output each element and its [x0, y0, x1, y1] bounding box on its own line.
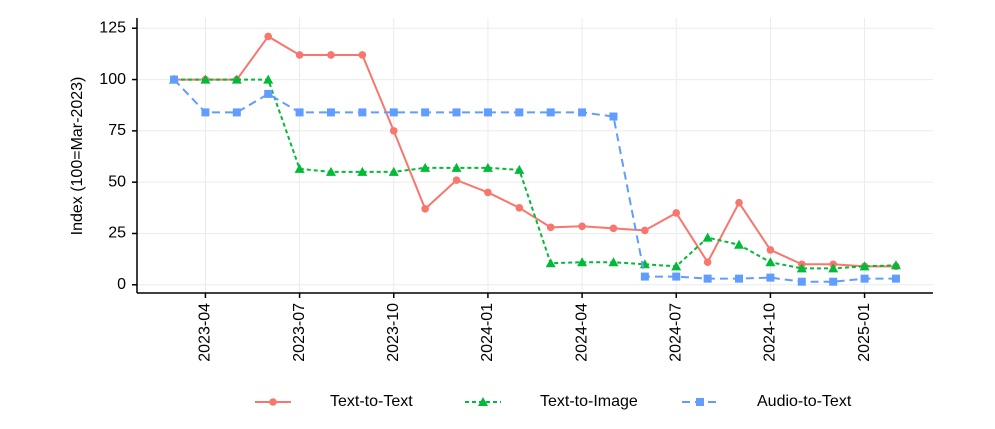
point [829, 277, 838, 286]
point [484, 188, 492, 197]
point [696, 398, 704, 406]
point [578, 108, 587, 117]
point [232, 108, 241, 117]
legend-label: Text-to-Text [330, 393, 413, 410]
point [796, 263, 807, 273]
point [891, 274, 900, 283]
point [482, 162, 493, 172]
y-tick-label: 25 [108, 225, 126, 242]
point [201, 108, 210, 117]
x-tick-label: 2023-07 [291, 303, 308, 362]
x-tick-label: 2024-04 [573, 303, 590, 362]
point [514, 164, 525, 174]
point [294, 163, 305, 173]
point [170, 75, 179, 84]
point [546, 108, 555, 117]
point [734, 239, 745, 249]
point [269, 398, 277, 406]
point [231, 74, 242, 84]
point [515, 108, 524, 117]
point [765, 257, 776, 267]
point [766, 246, 775, 254]
point [421, 205, 429, 213]
point [264, 89, 273, 98]
point [859, 261, 870, 271]
y-tick-label: 0 [117, 276, 126, 293]
point [703, 274, 712, 283]
y-tick-label: 50 [108, 173, 126, 190]
point [577, 257, 588, 267]
point [325, 166, 336, 176]
legend-label: Audio-to-Text [757, 393, 852, 410]
point [388, 166, 399, 176]
point [358, 51, 367, 59]
point [766, 273, 775, 282]
point [671, 261, 682, 271]
point [641, 226, 649, 235]
point [421, 108, 430, 117]
x-tick-label: 2024-10 [762, 303, 779, 362]
point [200, 74, 211, 84]
point [828, 263, 839, 273]
y-tick-label: 100 [99, 71, 126, 88]
series-line [174, 35, 896, 268]
point [672, 209, 681, 217]
point [389, 108, 398, 117]
x-tick-label: 2023-04 [197, 303, 214, 362]
point [452, 176, 461, 184]
x-tick-label: 2023-10 [385, 303, 402, 362]
point [420, 162, 431, 172]
point [735, 274, 744, 283]
point [609, 224, 618, 233]
x-tick-label: 2024-01 [479, 303, 496, 362]
point [264, 32, 273, 41]
x-tick-label: 2024-07 [667, 303, 684, 362]
point [672, 272, 681, 281]
y-axis-label: Index (100=Mar-2023) [69, 77, 86, 236]
point [608, 257, 619, 267]
series-line [174, 78, 896, 270]
point [483, 108, 492, 117]
point [452, 108, 461, 117]
point [515, 204, 524, 212]
point [890, 260, 901, 270]
point [295, 51, 304, 59]
point [578, 222, 586, 231]
point [478, 397, 488, 406]
point [358, 108, 367, 117]
point [263, 74, 274, 84]
point [357, 166, 368, 176]
point [451, 162, 462, 172]
point [860, 274, 869, 283]
point [545, 258, 556, 268]
point [546, 223, 555, 232]
legend-label: Text-to-Image [540, 393, 638, 410]
point [797, 277, 806, 286]
y-tick-label: 125 [99, 19, 126, 36]
point [735, 198, 743, 207]
point [326, 108, 335, 117]
x-tick-label: 2025-01 [856, 303, 873, 362]
point [609, 112, 618, 121]
point [295, 108, 304, 117]
point [702, 232, 713, 242]
series-line [173, 78, 896, 283]
point [703, 258, 712, 267]
y-tick-label: 75 [108, 122, 126, 139]
point [327, 51, 335, 59]
point [389, 127, 398, 135]
point [640, 272, 649, 281]
